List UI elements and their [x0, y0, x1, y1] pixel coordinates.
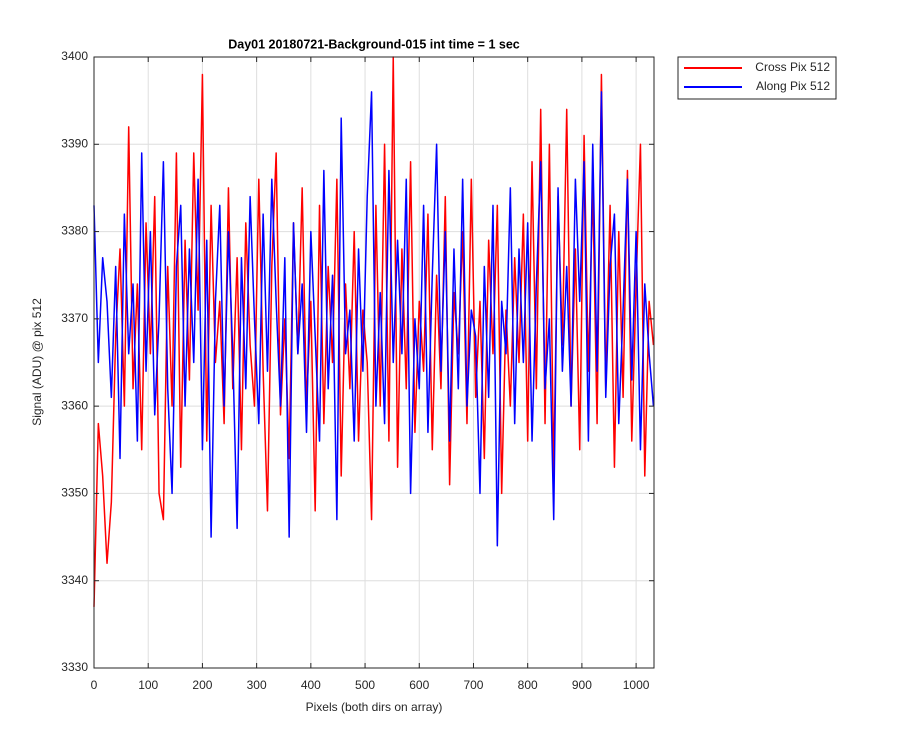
x-tick-label: 400 — [301, 678, 321, 692]
axes-box — [93, 56, 655, 669]
x-axis-label: Pixels (both dirs on array) — [306, 700, 443, 714]
x-tick-label: 300 — [247, 678, 267, 692]
y-axis-label: Signal (ADU) @ pix 512 — [30, 298, 44, 426]
x-tick-label: 700 — [463, 678, 483, 692]
x-tick-label: 800 — [518, 678, 538, 692]
chart-title: Day01 20180721-Background-015 int time =… — [228, 37, 520, 51]
legend-box — [677, 56, 837, 100]
x-tick-label: 1000 — [623, 678, 650, 692]
x-tick-label: 600 — [409, 678, 429, 692]
y-tick-label: 3330 — [61, 660, 88, 674]
x-tick-label: 100 — [138, 678, 158, 692]
legend: Cross Pix 512 Along Pix 512 — [677, 56, 837, 100]
y-tick-label: 3400 — [61, 49, 88, 63]
y-tick-label: 3370 — [61, 311, 88, 325]
series-line — [93, 91, 655, 547]
y-tick-label: 3340 — [61, 573, 88, 587]
legend-label: Along Pix 512 — [756, 79, 830, 93]
y-tick-label: 3390 — [61, 136, 88, 150]
lines — [93, 56, 655, 607]
ticks: 0 100 200 300 400 500 600 700 800 900 1000 3330 3340… — [61, 49, 654, 692]
x-tick-label: 200 — [192, 678, 212, 692]
y-tick-label: 3380 — [61, 224, 88, 238]
y-tick-label: 3360 — [61, 398, 88, 412]
x-tick-label: 900 — [572, 678, 592, 692]
y-tick-label: 3350 — [61, 486, 88, 500]
x-tick-label: 500 — [355, 678, 375, 692]
x-tick-label: 0 — [91, 678, 98, 692]
legend-label: Cross Pix 512 — [755, 60, 830, 74]
